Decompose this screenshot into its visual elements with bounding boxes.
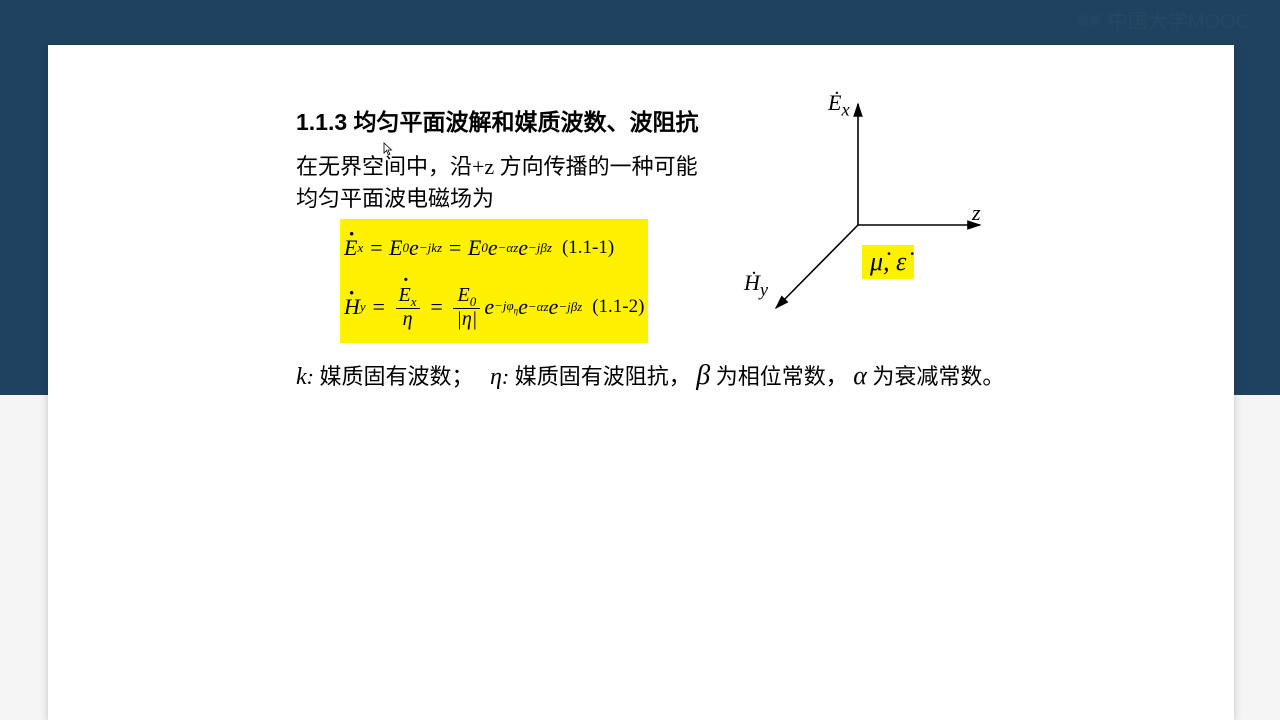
- slide-page: 1.1.3 均匀平面波解和媒质波数、波阻抗 在无界空间中，沿+z 方向传播的一种…: [48, 45, 1234, 720]
- para-line-1: 在无界空间中，沿+z 方向传播的一种可能: [296, 154, 698, 179]
- watermark-text: 中国大学MOOC: [1108, 5, 1250, 34]
- eq1-lhs-E: E: [344, 235, 357, 261]
- coordinate-diagram: Ėx z Ḣy μ̇, ε̇: [728, 90, 1018, 360]
- eq2-number: (1.1-2): [592, 296, 644, 318]
- equation-1: Ex = E0 e−jkz = E0 e−αz e−jβz (1.1-1): [344, 221, 644, 275]
- eq2-frac1: Ex η: [396, 285, 420, 329]
- mooc-watermark: 中国大学MOOC: [1076, 5, 1250, 34]
- eq2-frac2: E0 |η|: [453, 285, 480, 329]
- axis-label-hy: Ḣy: [744, 270, 768, 300]
- definitions-line: k: 媒质固有波数； η: 媒质固有波阻抗， β 为相位常数， α 为衰减常数。: [296, 359, 1016, 392]
- mu-epsilon-label: μ̇, ε̇: [862, 245, 914, 279]
- axis-label-z: z: [972, 200, 981, 226]
- eq1-number: (1.1-1): [562, 237, 614, 259]
- para-line-2: 均匀平面波电磁场为: [296, 186, 494, 211]
- book-icon: [1076, 10, 1102, 30]
- equation-2: Hy = Ex η = E0 |η| e−jφη e−αz e−jβz (1.1…: [344, 275, 644, 339]
- equation-block: Ex = E0 e−jkz = E0 e−αz e−jβz (1.1-1) Hy…: [340, 219, 648, 343]
- mouse-cursor-icon: [383, 142, 393, 156]
- eq2-lhs-H: H: [344, 294, 360, 320]
- axis-label-ex: Ėx: [828, 90, 850, 120]
